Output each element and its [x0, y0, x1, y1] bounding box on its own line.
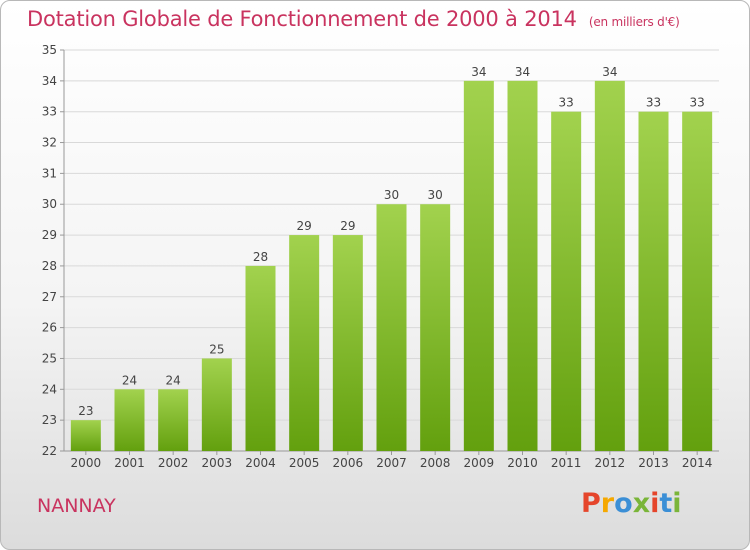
bar-value-label: 33	[559, 96, 574, 110]
y-tick-label: 33	[42, 105, 57, 119]
bar-value-label: 33	[646, 96, 661, 110]
y-tick-label: 34	[42, 74, 57, 88]
chart-subtitle: (en milliers d'€)	[588, 15, 680, 29]
y-tick-label: 30	[42, 197, 57, 211]
bar-value-label: 33	[690, 96, 705, 110]
x-tick-label: 2002	[158, 456, 189, 470]
bar	[158, 389, 189, 451]
y-tick-label: 32	[42, 136, 57, 150]
logo-letter: P	[581, 488, 601, 519]
bar	[289, 235, 320, 451]
bar	[114, 389, 145, 451]
logo-letter: i	[672, 488, 682, 519]
bar-value-label: 28	[253, 250, 268, 264]
bar-value-label: 23	[78, 404, 93, 418]
logo-letter: i	[650, 488, 660, 519]
bar	[507, 80, 538, 451]
bar-value-label: 24	[166, 373, 181, 387]
y-tick-label: 24	[42, 382, 57, 396]
y-tick-label: 29	[42, 228, 57, 242]
y-tick-label: 23	[42, 413, 57, 427]
x-tick-label: 2011	[551, 456, 582, 470]
bar-value-label: 29	[297, 219, 312, 233]
chart-title: Dotation Globale de Fonctionnement de 20…	[27, 7, 680, 31]
logo-letter: r	[600, 488, 615, 519]
x-tick-label: 2009	[464, 456, 495, 470]
bar-value-label: 34	[602, 65, 617, 79]
x-tick-label: 2001	[114, 456, 145, 470]
x-tick-label: 2008	[420, 456, 451, 470]
x-tick-label: 2003	[202, 456, 233, 470]
bar-value-label: 34	[515, 65, 530, 79]
bar-value-label: 34	[471, 65, 486, 79]
y-tick-label: 26	[42, 321, 57, 335]
bar	[332, 235, 363, 451]
x-tick-label: 2004	[245, 456, 276, 470]
x-tick-label: 2013	[638, 456, 669, 470]
y-tick-label: 35	[42, 43, 57, 57]
bar	[420, 204, 451, 451]
x-tick-label: 2014	[682, 456, 713, 470]
bar	[682, 111, 713, 451]
bar	[463, 80, 494, 451]
bar	[245, 265, 276, 451]
x-tick-label: 2007	[376, 456, 407, 470]
bars	[70, 80, 713, 451]
bar	[551, 111, 582, 451]
labels: 22 23 24 25 26 27 28 29 30 31 32 33 34 35 2000 23 2001 24…	[42, 43, 713, 470]
proxiti-logo: Proxiti	[581, 488, 682, 519]
bar-value-label: 30	[384, 188, 399, 202]
logo-letter: t	[659, 488, 673, 519]
x-tick-label: 2012	[595, 456, 626, 470]
y-tick-label: 25	[42, 351, 57, 365]
bar	[638, 111, 669, 451]
y-tick-label: 22	[42, 444, 57, 458]
bar	[70, 420, 101, 451]
commune-name: NANNAY	[37, 495, 116, 517]
chart-title-text: Dotation Globale de Fonctionnement de 20…	[27, 7, 577, 31]
y-tick-label: 31	[42, 166, 57, 180]
bar	[376, 204, 407, 451]
logo-letter: o	[614, 488, 633, 519]
bar-value-label: 25	[209, 342, 224, 356]
x-tick-label: 2000	[71, 456, 102, 470]
bar-value-label: 30	[428, 188, 443, 202]
x-tick-label: 2006	[333, 456, 364, 470]
logo-letter: x	[632, 488, 651, 519]
y-tick-label: 28	[42, 259, 57, 273]
x-tick-label: 2010	[507, 456, 538, 470]
y-tick-label: 27	[42, 290, 57, 304]
bar	[201, 358, 232, 451]
x-tick-label: 2005	[289, 456, 320, 470]
bar-value-label: 29	[340, 219, 355, 233]
bar-value-label: 24	[122, 373, 137, 387]
bar	[594, 80, 625, 451]
